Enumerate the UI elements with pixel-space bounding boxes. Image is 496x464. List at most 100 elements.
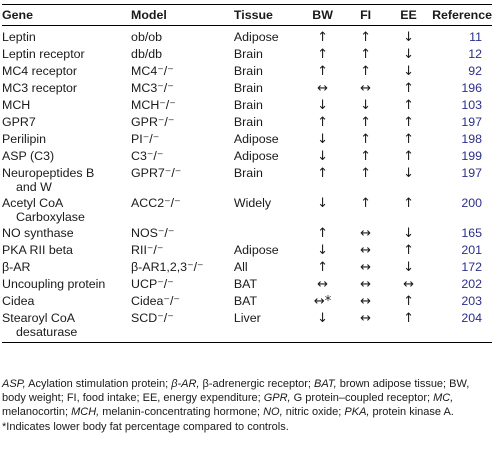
cell-bw: ↓ <box>301 195 344 225</box>
cell-gene-text: MCH <box>2 98 31 112</box>
cell-tissue: Adipose <box>232 26 301 47</box>
cell-reference-text: 103 <box>461 98 482 112</box>
header-fi: FI <box>344 4 387 26</box>
cell-gene-text: Uncoupling protein <box>2 277 106 291</box>
asterisk-note: *Indicates lower body fat percentage com… <box>2 420 289 433</box>
cell-gene: Leptin receptor <box>2 46 129 63</box>
cell-fi-text: ↑ <box>360 166 372 181</box>
abbreviation-definition: brown adipose tissue; BW, body weight; F… <box>2 378 470 405</box>
cell-tissue-text: Adipose <box>233 30 279 44</box>
cell-bw-text: ↑ <box>317 226 329 241</box>
cell-ee-text: ↑ <box>403 115 414 130</box>
cell-model: GPR7⁻/⁻ <box>129 165 232 195</box>
abbreviation-definition: Acylation stimulation protein; <box>25 378 172 390</box>
cell-reference: 200 <box>430 195 492 225</box>
cell-gene: GPR7 <box>2 114 129 131</box>
cell-reference: 197 <box>430 165 492 195</box>
cell-ee: ↓ <box>387 259 430 276</box>
cell-model-text: GPR⁻/⁻ <box>131 115 175 129</box>
cell-gene: Perilipin <box>2 131 129 148</box>
cell-ee-text: ↓ <box>403 64 414 79</box>
cell-ee: ↑ <box>387 195 430 225</box>
cell-ee-text: ↑ <box>403 311 414 326</box>
abbreviation-term: MCH, <box>71 406 100 419</box>
cell-fi: ↓ <box>344 97 387 114</box>
cell-gene-text: ASP (C3) <box>2 149 55 163</box>
table-row: β-AR β-AR1,2,3⁻/⁻ All ↑ ↔ ↓ 172 <box>2 259 492 276</box>
cell-model: GPR⁻/⁻ <box>129 114 232 131</box>
cell-bw-text: ↑ <box>317 47 329 62</box>
cell-gene-text: Stearoyl CoA <box>2 311 76 325</box>
cell-fi-text: ↑ <box>360 196 372 211</box>
cell-fi-text: ↔ <box>360 243 372 258</box>
cell-ee: ↑ <box>387 242 430 259</box>
table-row: Acetyl CoA Carboxylase ACC2⁻/⁻ Widely ↓ ↑ ↑ 200 <box>2 195 492 225</box>
cell-tissue: Brain <box>232 165 301 195</box>
header-reference: Reference <box>430 4 492 26</box>
cell-tissue: Adipose <box>232 148 301 165</box>
cell-model: db/db <box>129 46 232 63</box>
cell-fi-text: ↔ <box>360 294 372 309</box>
cell-fi: ↔ <box>344 276 387 293</box>
cell-bw: ↑ <box>301 46 344 63</box>
cell-fi-text: ↔ <box>360 81 372 96</box>
cell-ee-text: ↓ <box>403 30 414 45</box>
cell-model-text: db/db <box>131 47 163 61</box>
table-row: NO synthase NOS⁻/⁻ ↑ ↔ ↓ 165 <box>2 225 492 242</box>
cell-model: MC4⁻/⁻ <box>129 63 232 80</box>
cell-ee-text: ↓ <box>403 260 414 275</box>
table-row: Perilipin PI⁻/⁻ Adipose ↓ ↑ ↑ 198 <box>2 131 492 148</box>
cell-fi: ↑ <box>344 131 387 148</box>
cell-bw-text: ↑ <box>317 64 329 79</box>
cell-fi: ↑ <box>344 63 387 80</box>
cell-reference: 172 <box>430 259 492 276</box>
cell-tissue-text: Brain <box>233 98 263 112</box>
cell-ee-text: ↓ <box>403 166 414 181</box>
cell-gene: Leptin <box>2 26 129 47</box>
cell-tissue-text: Widely <box>233 196 272 210</box>
header-gene: Gene <box>2 4 130 26</box>
cell-gene: β-AR <box>2 259 129 276</box>
cell-reference-text: 201 <box>461 243 482 257</box>
abbreviation-term: PKA, <box>344 406 370 419</box>
cell-reference-text: 172 <box>461 260 482 274</box>
table-row: Cidea Cidea⁻/⁻ BAT ↔* ↔ ↑ 203 <box>2 293 492 310</box>
table-row: MC3 receptor MC3⁻/⁻ Brain ↔ ↔ ↑ 196 <box>2 80 492 97</box>
table-row: GPR7 GPR⁻/⁻ Brain ↑ ↑ ↑ 197 <box>2 114 492 131</box>
cell-model-text: RII⁻/⁻ <box>131 243 164 257</box>
cell-bw: ↓ <box>301 131 344 148</box>
cell-ee: ↓ <box>387 46 430 63</box>
cell-fi-text: ↑ <box>360 115 372 130</box>
abbreviation-definition: G protein–coupled receptor; <box>290 392 434 405</box>
cell-fi-text: ↑ <box>360 149 372 164</box>
abbreviation-definition: β-adrenergic receptor; <box>199 378 315 390</box>
cell-bw: ↔* <box>301 293 344 310</box>
table-body: Leptin ob/ob Adipose ↑ ↑ ↓ 11 Leptin receptor db… <box>2 26 492 343</box>
cell-fi-text: ↔ <box>360 277 372 292</box>
cell-tissue-text: Adipose <box>233 132 279 146</box>
cell-reference: 202 <box>430 276 492 293</box>
cell-ee: ↓ <box>387 26 430 47</box>
cell-fi: ↔ <box>344 310 387 343</box>
cell-model: SCD⁻/⁻ <box>129 310 232 343</box>
cell-bw: ↑ <box>301 225 344 242</box>
cell-model: PI⁻/⁻ <box>129 131 232 148</box>
cell-fi: ↔ <box>344 242 387 259</box>
cell-bw-text: ↔ <box>317 81 329 96</box>
cell-fi-text: ↑ <box>360 30 372 45</box>
cell-gene: PKA RII beta <box>2 242 129 259</box>
table-row: Stearoyl CoA desaturase SCD⁻/⁻ Liver ↓ ↔ ↑ 204 <box>2 310 492 343</box>
cell-reference-text: 204 <box>461 311 482 325</box>
cell-reference-text: 203 <box>461 294 482 308</box>
cell-gene: Acetyl CoA Carboxylase <box>2 195 129 225</box>
cell-tissue: All <box>232 259 301 276</box>
cell-bw: ↑ <box>301 63 344 80</box>
cell-reference-text: 11 <box>469 30 482 44</box>
cell-fi: ↔ <box>344 259 387 276</box>
cell-reference: 198 <box>430 131 492 148</box>
cell-model: RII⁻/⁻ <box>129 242 232 259</box>
cell-bw: ↓ <box>301 148 344 165</box>
cell-reference-text: 196 <box>461 81 482 95</box>
cell-model: ob/ob <box>129 26 232 47</box>
